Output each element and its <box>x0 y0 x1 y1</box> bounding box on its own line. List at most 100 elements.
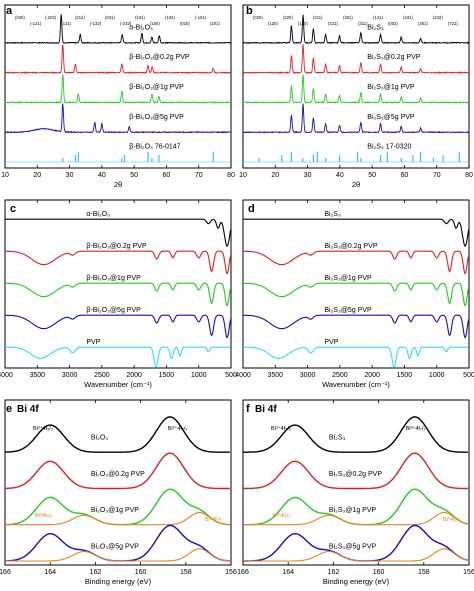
plot-frame <box>4 199 232 369</box>
series-label: Bi₂S₃ 17-0320 <box>367 144 411 151</box>
panel-a: 10 20 30 40 50 60 70 80 2θ α-Bi₂O₃ β-Bi₂O₃@0.2g PV… <box>1 4 235 189</box>
peak-index-label: (020) <box>253 15 263 20</box>
series-line <box>243 250 470 275</box>
x-tick-label: 1000 <box>191 372 207 379</box>
panel-letter: f <box>246 403 250 415</box>
peak-index-label: (-121) <box>30 21 42 26</box>
peak-index-label: (041) <box>105 15 115 20</box>
series-line <box>243 346 469 368</box>
series-line <box>4 14 232 45</box>
x-tick-label: 160 <box>373 569 385 576</box>
series-line <box>243 314 470 339</box>
peak-annotation: Bi⁰4f₅/₂ <box>35 512 53 519</box>
component-line <box>5 511 230 526</box>
peak-index-label: (721) <box>448 21 458 26</box>
x-axis-label: Wavenumber (cm⁻¹) <box>322 380 390 389</box>
series-label: β-Bi₂O₃@1g PVP <box>86 275 141 282</box>
series-label: Bi₂O₃@0.2g PVP <box>91 471 145 478</box>
series-line <box>5 346 231 368</box>
plot-frame <box>242 399 470 566</box>
panel-letter: a <box>6 5 13 17</box>
x-tick-label: 500 <box>225 372 237 379</box>
x-tick-label: 80 <box>227 172 235 179</box>
x-tick-label: 30 <box>304 172 312 179</box>
x-tick-label: 158 <box>180 569 192 576</box>
peak-index-label: (201) <box>210 21 220 26</box>
x-tick-label: 10 <box>1 172 9 179</box>
peak-index-label: (104) <box>165 15 175 20</box>
series-label: β-Bi₂O₃@0.2g PVP <box>86 243 147 250</box>
peak-index-label: (002) <box>388 21 398 26</box>
panel-d: 4000 3500 3000 2500 2000 1500 1000 500 Wavenumbe… <box>235 199 474 389</box>
x-tick-label: 20 <box>271 172 279 179</box>
x-axis-label: Binding energy (eV) <box>323 577 390 586</box>
x-tick-label: 3000 <box>300 372 316 379</box>
plot-frame <box>242 4 470 169</box>
peak-index-label: (431) <box>403 15 413 20</box>
x-tick-label: 166 <box>237 569 249 576</box>
series-line <box>243 218 470 247</box>
panel-letter: e <box>6 403 12 415</box>
x-tick-label: 30 <box>66 172 74 179</box>
series-label: Bi₂S₃ <box>324 211 341 218</box>
peak-index-label: (016) <box>180 21 190 26</box>
x-tick-label: 40 <box>98 172 106 179</box>
series-label: β-Bi₂O₃@5g PVP <box>129 114 184 121</box>
panel-title: Bi 4f <box>17 404 39 415</box>
x-tick-label: 166 <box>0 569 11 576</box>
x-tick-label: 2000 <box>126 372 142 379</box>
series-line <box>5 218 232 247</box>
x-tick-label: 164 <box>282 569 294 576</box>
x-tick-label: 164 <box>44 569 56 576</box>
component-line <box>5 548 230 562</box>
x-tick-label: 1500 <box>397 372 413 379</box>
series-line <box>243 452 468 490</box>
peak-index-label: (130) <box>298 21 308 26</box>
series-label: Bi₂S₃@5g PVP <box>367 114 415 121</box>
series-label: α-Bi₂O₃ <box>86 211 110 218</box>
series-label: Bi₂S₃@1g PVP <box>367 84 415 91</box>
series-label: PVP <box>86 339 100 346</box>
x-tick-label: 80 <box>465 172 473 179</box>
series-label: PVP <box>324 339 338 346</box>
series-line <box>5 44 232 74</box>
peak-index-label: (351) <box>418 21 428 26</box>
series-line <box>242 74 470 104</box>
x-tick-label: 70 <box>195 172 203 179</box>
x-tick-label: 162 <box>328 569 340 576</box>
peak-annotation: Bi⁰4f₇/₂ <box>443 516 460 523</box>
x-tick-label: 162 <box>90 569 102 576</box>
x-tick-label: 60 <box>163 172 171 179</box>
panel-f: 166 164 162 160 158 156 Binding energy (eV) Bi₂… <box>237 399 474 586</box>
series-label: Bi₂S₃@5g PVP <box>329 543 377 550</box>
x-tick-label: 1000 <box>429 372 445 379</box>
peak-index-label: (211) <box>313 15 323 20</box>
series-label: Bi₂S₃@0.2g PVP <box>367 54 420 61</box>
series-line <box>242 44 470 75</box>
x-tick-label: 3500 <box>29 372 45 379</box>
x-tick-label: 40 <box>336 172 344 179</box>
peak-index-label: (-161) <box>195 15 207 20</box>
series-line <box>5 452 230 490</box>
panel-letter: d <box>248 203 255 215</box>
peak-index-label: (-202) <box>45 15 57 20</box>
series-label: β-Bi₂O₃ 76-0147 <box>129 144 180 151</box>
peak-annotation: Bi³⁺4f₅/₂ <box>33 425 53 432</box>
x-axis-label: Wavenumber (cm⁻¹) <box>84 380 152 389</box>
panel-letter: b <box>246 5 253 17</box>
x-axis-label: Binding energy (eV) <box>85 577 152 586</box>
x-tick-label: 158 <box>418 569 430 576</box>
series-label: Bi₂S₃ <box>329 435 346 442</box>
panel-b: 10 20 30 40 50 60 70 80 2θ Bi₂S₃ Bi₂S₃@0.2g PVP Bi₂… <box>239 4 473 189</box>
x-tick-label: 4000 <box>235 372 251 379</box>
x-tick-label: 70 <box>433 172 441 179</box>
series-line <box>5 314 232 339</box>
x-tick-label: 2500 <box>332 372 348 379</box>
peak-index-label: (120) <box>268 21 278 26</box>
x-tick-label: 160 <box>135 569 147 576</box>
x-axis-label: 2θ <box>352 180 360 189</box>
peak-annotation: Bi⁰4f₇/₂ <box>205 516 222 523</box>
peak-annotation: Bi³⁺4f₇/₂ <box>168 425 188 432</box>
series-label: α-Bi₂O₃ <box>129 24 153 31</box>
